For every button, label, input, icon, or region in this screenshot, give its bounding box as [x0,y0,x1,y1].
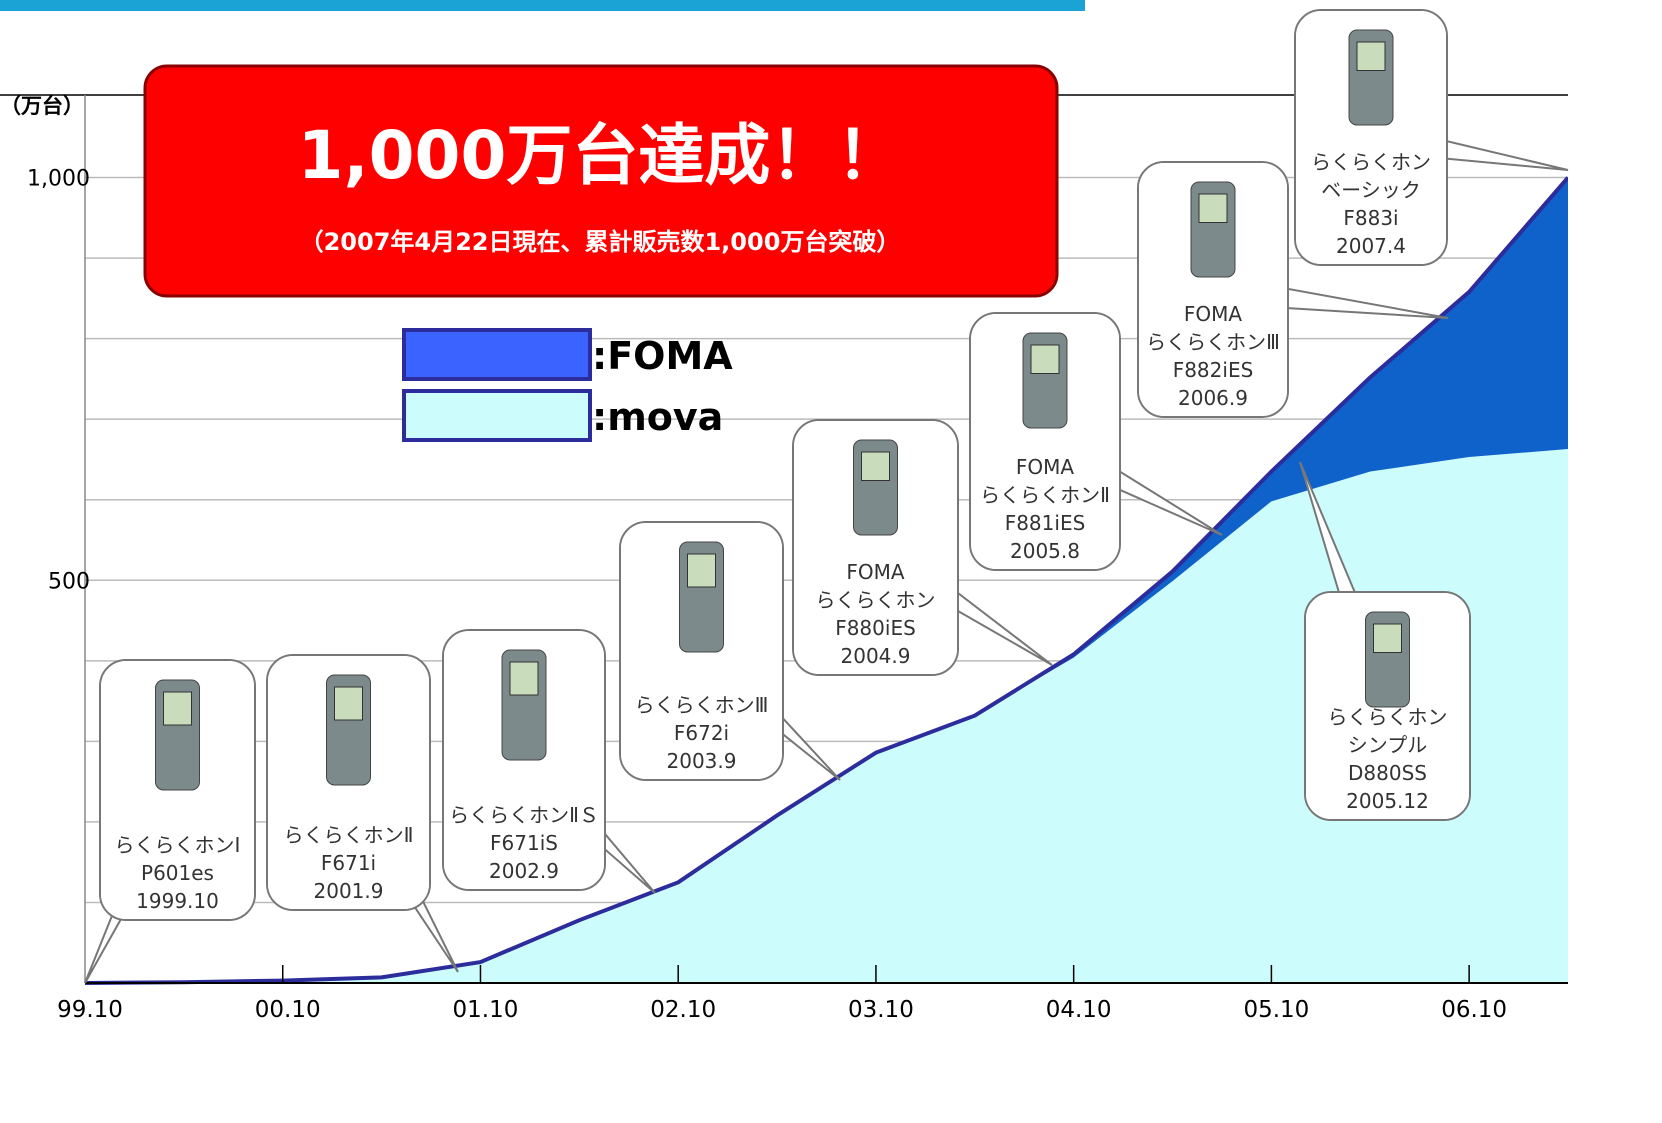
callout-text: FOMA [846,560,905,584]
x-tick-label: 01.10 [450,995,520,1025]
phone-screen [688,554,716,587]
callout-text: 2006.9 [1178,386,1248,410]
callout-text: F672i [674,721,729,745]
callout-text: らくらくホンⅡＳ [449,803,599,827]
callout-text: 2005.12 [1346,789,1429,813]
callout-text: らくらくホン [1311,150,1431,174]
x-tick-label: 02.10 [648,995,718,1025]
callout-text: ベーシック [1321,178,1421,202]
x-tick-label: 00.10 [253,995,323,1025]
y-unit-label: （万台） [0,94,84,118]
x-tick-label: 06.10 [1439,995,1509,1025]
callout-text: 2007.4 [1336,234,1406,258]
chart-title: 1,000万台達成！！ [298,117,903,194]
phone-screen [164,692,192,725]
legend-label: :mova [592,395,723,439]
page: 500 1,000 （万台） らくらくホンⅠ P601es 1999.10 らくらくホンⅡ F… [0,0,1662,1123]
callout-text: 1999.10 [136,889,219,913]
y-tick-label: 500 [48,569,90,594]
callout-text: らくらくホンⅢ [635,693,769,717]
callout-text: D880SS [1348,761,1427,785]
callout-text: らくらくホン [1328,705,1448,729]
y-tick-label: 1,000 [27,167,90,192]
callout-text: らくらくホンⅡ [980,483,1110,507]
callout-text: 2001.9 [314,879,384,903]
callout: らくらくホンⅡ F671i 2001.9 [267,655,458,972]
x-tick-label: 99.10 [55,995,125,1025]
callout-text: F880iES [835,616,916,640]
legend-swatch [404,391,590,440]
callout-text: FOMA [1016,455,1075,479]
phone-screen [1031,345,1059,374]
callout-text: らくらくホンⅡ [284,823,414,847]
callout-text: 2005.8 [1010,539,1080,563]
callout-text: 2003.9 [667,749,737,773]
legend-swatch [404,330,590,379]
phone-screen [335,687,363,720]
phone-screen [1357,42,1385,71]
callout-text: シンプル [1348,733,1427,757]
callout-text: F883i [1343,206,1398,230]
callout-text: 2002.9 [489,859,559,883]
callout-text: F671i [321,851,376,875]
callout-text: F881iES [1005,511,1086,535]
x-tick-label: 03.10 [846,995,916,1025]
x-tick-label: 05.10 [1241,995,1311,1025]
callout-text: F882iES [1173,358,1254,382]
callout: らくらくホンⅠ P601es 1999.10 [85,660,255,983]
legend-label: :FOMA [592,334,733,378]
callout-text: P601es [141,861,214,885]
callout-text: F671iS [490,831,558,855]
phone-screen [1374,624,1402,653]
callout-text: 2004.9 [841,644,911,668]
phone-screen [862,452,890,481]
chart-subtitle: （2007年4月22日現在、累計販売数1,000万台突破） [300,228,901,256]
chart: 500 1,000 （万台） らくらくホンⅠ P601es 1999.10 らくらくホンⅡ F… [0,0,1662,1123]
callout-text: らくらくホンⅠ [115,833,241,857]
callout-text: FOMA [1184,302,1243,326]
phone-screen [1199,194,1227,223]
phone-screen [510,662,538,695]
x-tick-label: 04.10 [1044,995,1114,1025]
callout-text: らくらくホンⅢ [1146,330,1280,354]
callout-text: らくらくホン [816,588,936,612]
